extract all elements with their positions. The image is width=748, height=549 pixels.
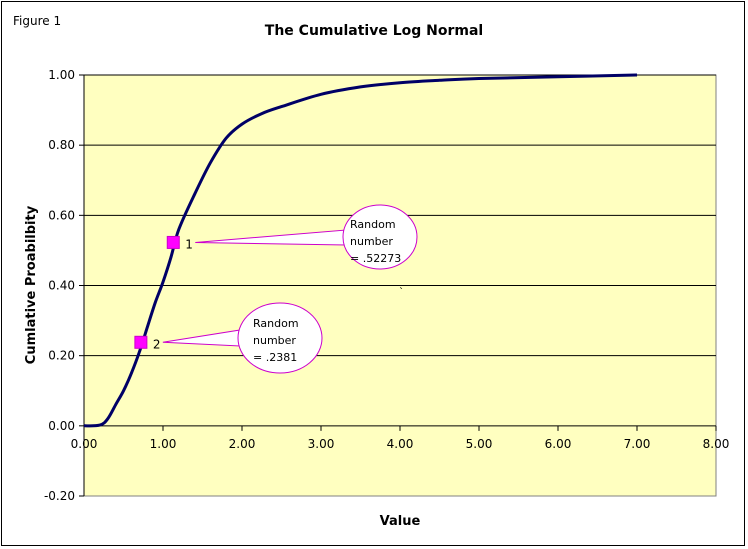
point-markers: 12 [134,235,193,351]
data-point-marker [134,335,148,349]
data-point-label: 2 [153,337,161,351]
callout-1-line-2: number [350,235,393,248]
y-axis: -0.20 0.00 0.20 0.40 0.60 0.80 1.00 [44,68,85,503]
callout-1-line-1: Random [350,218,396,231]
x-tick-label: 2.00 [229,437,256,451]
figure-label: Figure 1 [13,14,61,28]
y-tick-label: 0.20 [48,349,75,363]
callouts: Random number = .52273 Random number = .… [162,204,418,374]
x-tick-label: 5.00 [466,437,493,451]
y-tick-label: 0.40 [48,279,75,293]
x-tick-label: 7.00 [624,437,651,451]
x-tick-label: 3.00 [308,437,335,451]
callout-2-bubble [237,302,323,374]
y-tick-label: -0.20 [44,489,75,503]
chart-title: The Cumulative Log Normal [265,23,483,39]
x-tick-label: 4.00 [387,437,414,451]
callout-1-line-3: = .52273 [350,252,401,265]
data-point-marker [166,235,180,249]
x-tick-label: 8.00 [703,437,730,451]
callout-2-line-1: Random [253,317,299,330]
stray-mark: ` [399,286,404,298]
y-tick-label: 0.80 [48,138,75,152]
y-tick-label: 0.00 [48,419,75,433]
y-axis-title: Cumlative Proabilbity [24,205,39,364]
y-tick-label: 0.60 [48,208,75,222]
series-line [83,73,638,428]
callout-2-line-3: = .2381 [253,351,297,364]
y-tick-label: 1.00 [48,68,75,82]
callout-2-line-2: number [253,334,296,347]
x-tick-label: 1.00 [150,437,177,451]
data-point-label: 1 [185,237,193,251]
x-axis-title: Value [380,514,421,529]
callout-1-bubble [342,204,418,270]
x-tick-label: 6.00 [545,437,572,451]
x-axis: 0.00 1.00 2.00 3.00 4.00 5.00 6.00 7.00 8.00 [71,425,730,451]
